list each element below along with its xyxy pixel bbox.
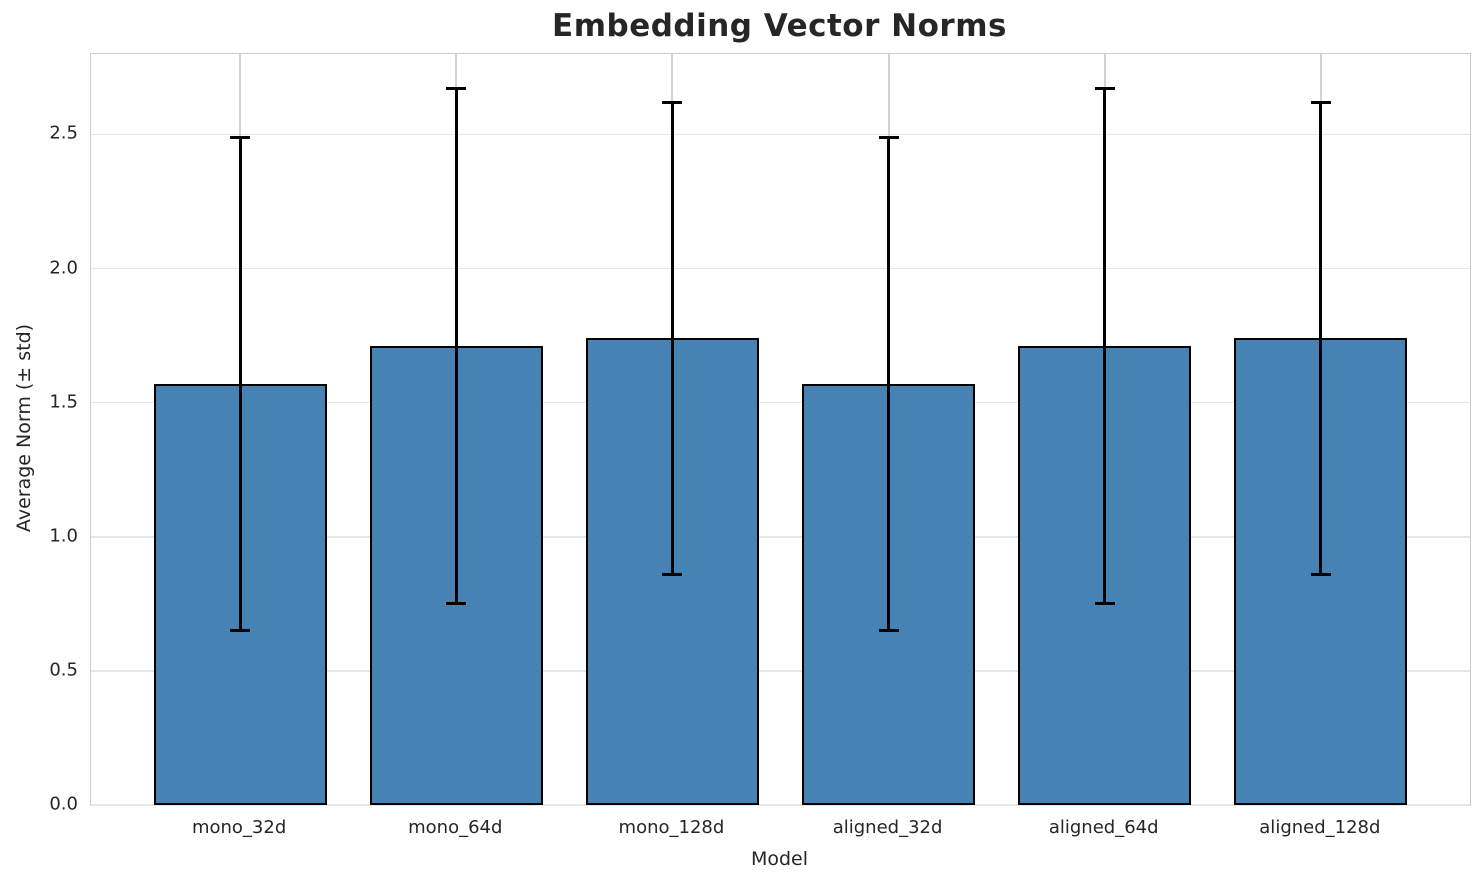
error-bar-line [1319,102,1323,575]
y-tick-label: 2.5 [49,122,78,144]
error-bar-cap-bottom [446,602,467,606]
error-bar-cap-bottom [1310,572,1331,576]
y-gridline [91,133,1470,136]
y-tick-label: 1.5 [49,391,78,413]
error-bar-cap-top [1094,87,1115,91]
x-tick-label: mono_32d [191,817,287,838]
y-gridline [91,401,1470,404]
error-bar-cap-top [446,87,467,91]
error-bar-line [887,137,891,631]
error-bar-cap-top [1310,100,1331,104]
chart-title: Embedding Vector Norms [552,8,1007,44]
error-bar-cap-bottom [1094,602,1115,606]
y-gridline [91,536,1470,538]
error-bar-cap-top [230,135,251,139]
error-bar-cap-bottom [230,629,251,633]
error-bar-cap-bottom [878,629,899,633]
error-bar-line [1103,88,1107,604]
x-tick-label: aligned_128d [1259,817,1381,838]
x-tick-label: mono_128d [618,817,725,838]
y-gridline [91,804,1470,806]
y-gridline [91,670,1470,672]
y-axis-label: Average Norm (± std) [13,323,35,533]
x-tick-label: mono_64d [408,817,503,838]
error-bar-line [238,137,242,631]
y-tick-label: 2.0 [49,257,78,279]
x-tick-label: aligned_32d [832,817,943,838]
x-tick-label: aligned_64d [1048,817,1159,838]
error-bar-cap-top [878,135,899,139]
y-tick-label: 1.0 [49,525,78,547]
error-bar-line [454,88,458,604]
y-tick-label: 0.0 [49,793,78,815]
x-axis-label: Model [750,848,809,870]
plot-area [90,53,1471,806]
error-bar-cap-bottom [662,572,683,576]
error-bar-line [670,102,674,575]
error-bar-cap-top [662,100,683,104]
y-gridline [91,267,1470,270]
y-tick-label: 0.5 [49,659,78,681]
